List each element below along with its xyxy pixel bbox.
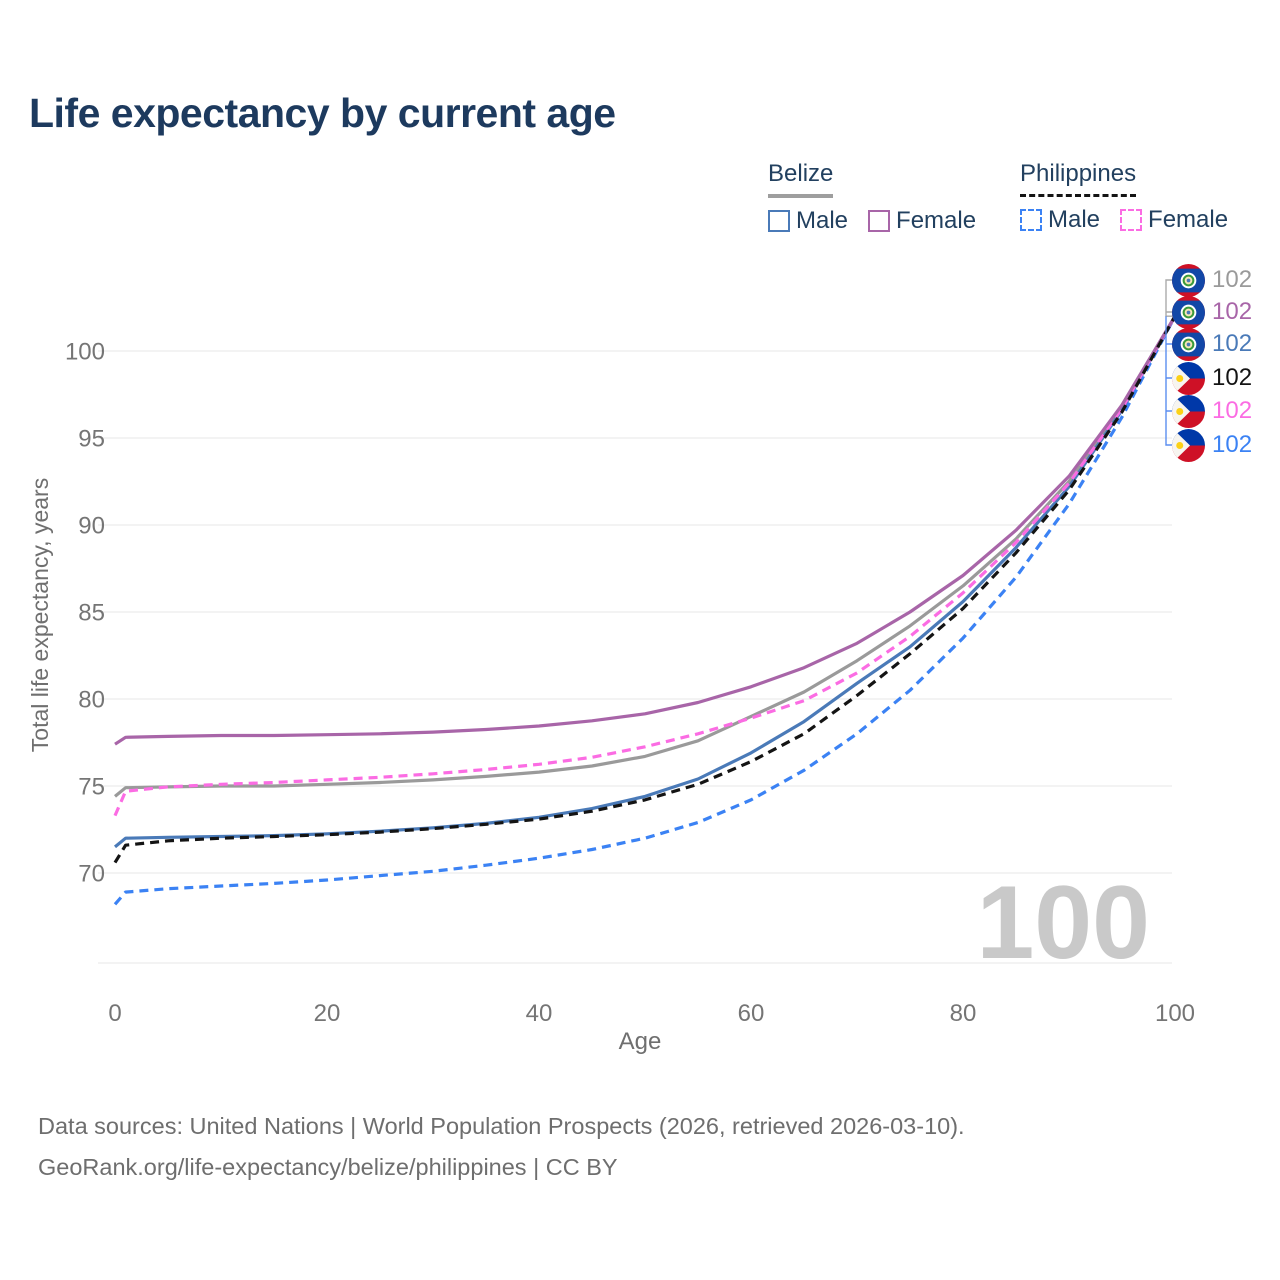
- legend-item-belize-female[interactable]: Female: [868, 207, 976, 235]
- philippines-female-swatch-icon: [1120, 209, 1143, 231]
- belize-male-swatch-icon: [768, 210, 790, 232]
- leader-line-philippines: [1165, 316, 1181, 446]
- legend-item-philippines-female[interactable]: Female: [1120, 206, 1228, 234]
- y-tick-label-85: 85: [78, 600, 105, 627]
- age-counter-watermark: 100: [976, 865, 1150, 981]
- page-title: Life expectancy by current age: [29, 90, 616, 136]
- attribution-line: GeoRank.org/life-expectancy/belize/phili…: [38, 1154, 618, 1180]
- x-tick-label-100: 100: [1155, 1000, 1195, 1027]
- philippines-male-swatch-icon: [1020, 209, 1042, 231]
- legend-item-label: Male: [796, 207, 849, 234]
- legend-item-philippines-male[interactable]: Male: [1020, 206, 1100, 234]
- legend-item-belize-male[interactable]: Male: [768, 207, 848, 235]
- y-tick-label-90: 90: [78, 513, 105, 540]
- belize-female-swatch-icon: [868, 210, 891, 232]
- y-tick-label-80: 80: [78, 687, 105, 714]
- x-tick-label-80: 80: [950, 1000, 977, 1027]
- x-axis-title: Age: [619, 1028, 662, 1055]
- x-tick-label-0: 0: [108, 1000, 121, 1027]
- x-tick-label-40: 40: [526, 1000, 553, 1027]
- data-sources-line: Data sources: United Nations | World Pop…: [38, 1113, 965, 1139]
- y-tick-label-75: 75: [78, 774, 105, 801]
- footer: Data sources: United Nations | World Pop…: [38, 1106, 965, 1188]
- leader-line-belize: [1165, 279, 1181, 317]
- series-line-belize: [113, 315, 1177, 798]
- legend-item-label: Male: [1048, 206, 1101, 233]
- legend-group-philippines: Philippines Male Female: [1020, 160, 1228, 234]
- y-axis-title: Total life expectancy, years: [27, 478, 53, 752]
- series-line-belize-male: [113, 315, 1177, 849]
- y-tick-label-70: 70: [78, 861, 105, 888]
- series-line-belize-female: [114, 315, 1177, 746]
- series-line-philippines: [113, 315, 1177, 864]
- series-line-philippines-male: [113, 315, 1177, 906]
- legend-item-label: Female: [896, 207, 977, 234]
- legend-group-title-philippines[interactable]: Philippines: [1020, 160, 1137, 197]
- y-tick-label-100: 100: [65, 339, 105, 366]
- y-tick-label-95: 95: [78, 426, 105, 453]
- x-tick-label-20: 20: [314, 1000, 341, 1027]
- legend-item-label: Female: [1148, 206, 1229, 233]
- legend-group-title-belize[interactable]: Belize: [768, 160, 834, 198]
- series-line-philippines-female: [113, 315, 1177, 817]
- x-tick-label-60: 60: [738, 1000, 765, 1027]
- legend-group-belize: Belize Male Female: [768, 160, 976, 235]
